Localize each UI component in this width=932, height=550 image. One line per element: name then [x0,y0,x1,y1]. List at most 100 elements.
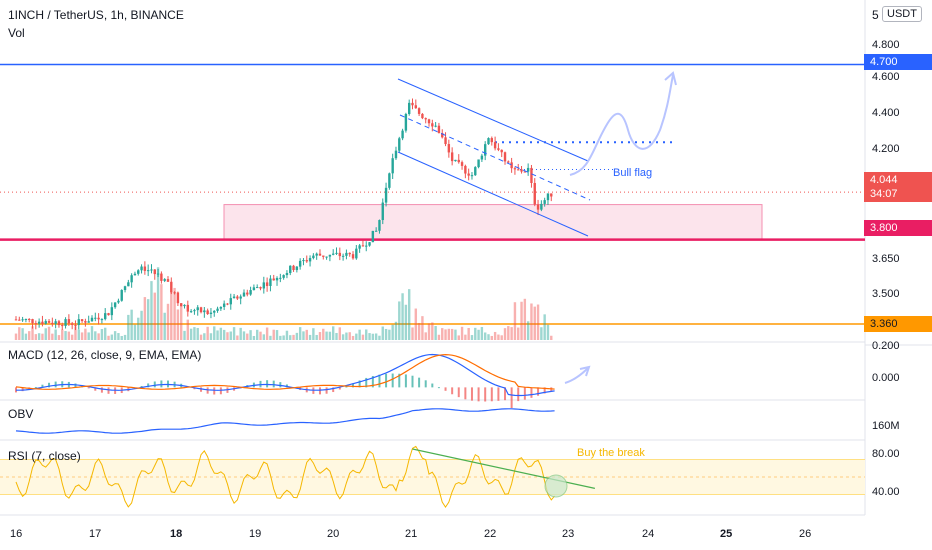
volume-bar [14,333,18,340]
volume-bar [24,333,28,340]
macd-histogram-bar [358,380,361,388]
macd-histogram-bar [457,387,460,398]
macd-histogram-bar [338,387,341,390]
candle-body [467,173,470,176]
candle-body [133,273,137,276]
level-tag-3800: 3.800 [864,220,932,236]
candle-body [470,175,474,177]
macd-signal-line [15,353,555,390]
volume-bar [216,330,219,340]
candle-body [193,310,196,312]
volume-bar [457,335,460,340]
macd-histogram-bar [147,383,150,388]
volume-bar [345,332,348,340]
volume-bar [239,327,242,340]
rsi-axis-label: 40.00 [872,486,900,498]
level-tag-3360: 3.360 [864,316,932,332]
candle-body [113,302,117,308]
candle-body [123,286,127,291]
candle-body [259,287,262,289]
volume-bar [374,333,378,340]
candle-body [31,319,34,324]
obv-label: OBV [8,407,34,421]
candle-body [173,292,176,294]
candle-body [127,282,130,287]
volume-bar [153,292,156,340]
volume-bar [259,331,262,340]
candle-body [97,317,100,320]
volume-bar [272,329,275,340]
volume-bar [236,335,239,340]
volume-bar [249,330,252,340]
volume-bar [199,334,203,340]
candle-body [315,253,318,256]
volume-bar [140,310,143,340]
macd-histogram-bar [345,386,348,388]
time-axis-label: 20 [327,528,340,540]
time-axis-label: 26 [799,528,812,540]
channel-upper [397,78,589,162]
volume-bar [404,304,408,340]
macd-histogram-bar [140,385,143,388]
volume-bar [414,308,418,340]
candle-body [183,304,186,307]
candle-body [199,307,203,313]
symbol-title: 1INCH / TetherUS, 1h, BINANCE [8,8,184,22]
currency-selector[interactable]: USDT [882,6,922,22]
volume-bar [289,335,292,340]
candle-body [272,278,275,281]
macd-histogram-bar [332,387,335,393]
volume-bar [411,327,414,340]
volume-bar [189,328,193,340]
volume-bar [67,331,71,340]
volume-bar [543,314,546,340]
volume-bar [94,331,97,340]
volume-bar [80,332,84,340]
candle-body [61,325,64,327]
volume-bar [100,329,104,340]
macd-axis-label: 0.000 [872,372,900,384]
support-zone [223,204,763,241]
volume-bar [322,328,325,340]
candle-body [275,277,279,281]
channel-lower [397,151,589,237]
macd-histogram-bar [34,386,37,388]
candle-body [222,303,226,307]
macd-histogram-bar [21,387,24,392]
volume-bar [170,292,173,340]
candle-body [503,152,507,162]
candle-body [414,105,418,109]
candle-body [332,253,335,255]
candle-body [80,319,84,322]
macd-histogram-bar [431,383,434,388]
candle-body [232,296,236,299]
candle-body [209,312,213,315]
volume-bar [295,332,299,340]
volume-bar [203,333,206,340]
volume-bar [312,328,315,340]
volume-bar [57,335,61,340]
candle-body [550,193,553,197]
volume-bar [156,267,160,340]
candle-body [189,311,193,313]
buy-the-break-annotation: Buy the break [577,447,645,459]
volume-bar [279,335,282,340]
macd-histogram-bar [100,387,103,393]
candle-body [163,279,166,281]
volume-bar [18,327,21,340]
macd-histogram-bar [411,375,414,388]
macd-histogram-bar [41,384,44,388]
volume-bar [315,334,318,340]
volume-bar [222,329,226,340]
candle-body [34,323,38,325]
volume-bar [137,317,140,340]
candle-body [348,252,351,255]
candle-body [24,318,28,320]
candle-body [454,159,457,162]
candle-body [345,252,348,256]
price-axis-label: 3.500 [872,288,900,300]
macd-histogram-bar [266,380,269,388]
candle-body [279,277,282,279]
macd-histogram-bar [451,387,454,395]
